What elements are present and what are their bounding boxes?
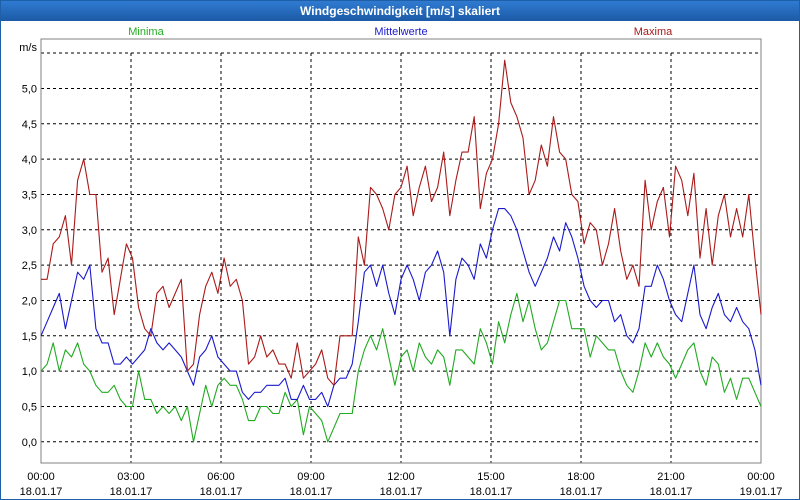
grid-layer xyxy=(40,52,762,463)
y-tick-label: 0,0 xyxy=(22,437,37,449)
y-tick-label: 1,0 xyxy=(22,366,37,378)
series-line-maxima xyxy=(41,59,762,386)
x-tick-time: 12:00 xyxy=(387,471,415,483)
y-tick-label: 2,5 xyxy=(22,260,37,272)
legend-layer: Minima Mittelwerte Maxima xyxy=(128,26,673,38)
y-tick-label: 3,0 xyxy=(22,225,37,237)
x-tick-time: 18:00 xyxy=(567,471,595,483)
y-tick-label: 5,0 xyxy=(22,83,37,95)
x-tick-time: 03:00 xyxy=(117,471,145,483)
plot-frame xyxy=(40,38,762,464)
y-tick-label: 4,5 xyxy=(22,119,37,131)
series-line-minima xyxy=(40,292,762,443)
y-tick-label: 0,5 xyxy=(22,401,37,413)
x-tick-date: 18.01.17 xyxy=(20,486,63,498)
y-tick-label: 3,5 xyxy=(22,189,37,201)
x-tick-time: 21:00 xyxy=(657,471,685,483)
x-tick-time: 06:00 xyxy=(207,471,235,483)
x-tick-date: 18.01.17 xyxy=(110,486,153,498)
x-tick-date: 18.01.17 xyxy=(380,486,423,498)
x-tick-date: 18.01.17 xyxy=(560,486,603,498)
window-title: Windgeschwindigkeit [m/s] skaliert xyxy=(1,1,799,21)
legend-minima: Minima xyxy=(128,26,164,38)
series-layer xyxy=(40,59,762,443)
x-tick-date: 18.01.17 xyxy=(470,486,513,498)
x-tick-date: 18.01.17 xyxy=(290,486,333,498)
axis-layer: 0,0 0,5 1,0 1,5 2,0 2,5 3,0 3,5 4,0 4,5 5,0 m/s 00:0… xyxy=(19,38,783,498)
x-tick-date: 18.01.17 xyxy=(200,486,243,498)
x-tick-time: 00:00 xyxy=(747,471,775,483)
y-tick-label: 4,0 xyxy=(22,154,37,166)
x-tick-time: 00:00 xyxy=(27,471,55,483)
y-tick-label: 2,0 xyxy=(22,295,37,307)
x-tick-date: 19.01.17 xyxy=(740,486,783,498)
legend-mittelwerte: Mittelwerte xyxy=(374,26,427,38)
x-tick-time: 09:00 xyxy=(297,471,325,483)
y-tick-label: 1,5 xyxy=(22,331,37,343)
x-tick-date: 18.01.17 xyxy=(650,486,693,498)
x-tick-time: 15:00 xyxy=(477,471,505,483)
y-axis-label: m/s xyxy=(19,42,37,54)
series-line-mittelwerte xyxy=(40,208,762,408)
legend-maxima: Maxima xyxy=(634,26,673,38)
